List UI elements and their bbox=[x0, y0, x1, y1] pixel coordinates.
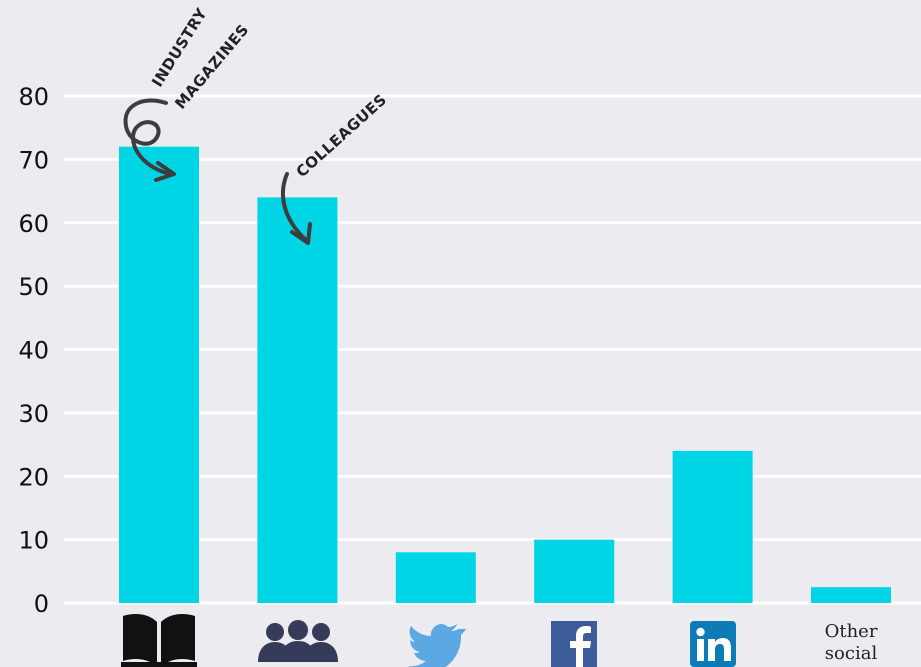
annotation-industry-magazines-arrow bbox=[123, 98, 172, 176]
x-axis-category-icons: Other social bbox=[121, 614, 878, 667]
annotation-colleagues-arrowhead bbox=[290, 222, 312, 245]
group-people-icon bbox=[258, 620, 338, 662]
y-axis-tick-labels: 0 10 20 30 40 50 60 70 80 bbox=[18, 83, 49, 618]
annotation-industry-magazines-arrowhead bbox=[154, 161, 176, 182]
bar-twitter bbox=[395, 552, 476, 603]
open-book-icon bbox=[121, 614, 197, 667]
y-tick-label-10: 10 bbox=[18, 527, 49, 555]
facebook-logo-icon bbox=[551, 621, 597, 667]
annotation-colleagues-line-1: COLLEAGUES bbox=[293, 90, 391, 181]
y-tick-label-30: 30 bbox=[18, 400, 49, 428]
y-tick-label-50: 50 bbox=[18, 273, 49, 301]
gridlines bbox=[64, 94, 921, 605]
other-social-label-line-2: social bbox=[825, 643, 878, 664]
y-tick-label-80: 80 bbox=[18, 83, 49, 111]
other-social-label-line-1: Other bbox=[825, 621, 878, 642]
annotation-colleagues-arrow bbox=[281, 172, 308, 242]
y-tick-label-20: 20 bbox=[18, 463, 49, 491]
bar-facebook bbox=[534, 539, 615, 603]
twitter-bird-icon bbox=[408, 623, 466, 667]
y-tick-label-40: 40 bbox=[18, 337, 49, 365]
bar-linkedin bbox=[672, 450, 753, 603]
bar-industry-magazines bbox=[119, 146, 199, 603]
y-tick-label-0: 0 bbox=[34, 590, 49, 618]
bars bbox=[119, 146, 891, 603]
other-social-label: Other social bbox=[825, 621, 878, 664]
bar-colleagues bbox=[257, 197, 338, 603]
linkedin-logo-icon bbox=[690, 621, 736, 667]
y-tick-label-60: 60 bbox=[18, 210, 49, 238]
y-tick-label-70: 70 bbox=[18, 146, 49, 174]
bar-other-social bbox=[811, 587, 891, 603]
